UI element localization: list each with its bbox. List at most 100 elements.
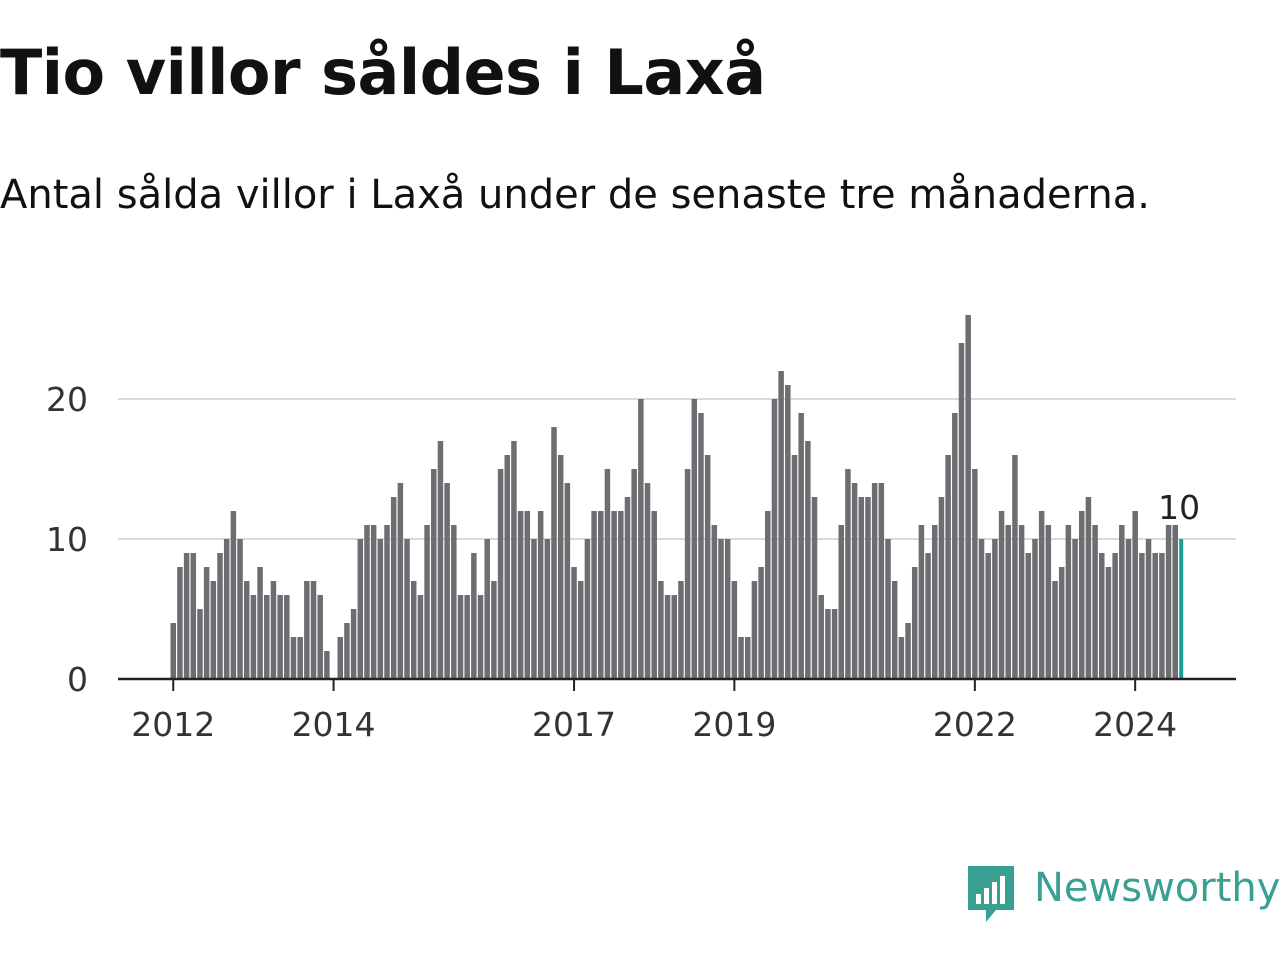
bar [444, 483, 450, 679]
newsworthy-logo: Newsworthy [964, 862, 1280, 928]
bar [751, 581, 758, 679]
bar [390, 497, 397, 679]
bar [497, 469, 504, 679]
bar [818, 595, 824, 679]
x-tick-label: 2014 [292, 705, 376, 744]
bar [243, 581, 250, 679]
bar [537, 511, 544, 679]
bar [611, 511, 617, 679]
bar [377, 539, 384, 679]
bar [551, 427, 557, 679]
bar [183, 553, 190, 679]
bar [972, 469, 978, 679]
bar [618, 511, 624, 679]
bar [918, 525, 925, 679]
bar [591, 511, 597, 679]
bar [284, 595, 290, 679]
bar [845, 469, 851, 679]
bar [1165, 525, 1172, 679]
bar [277, 595, 283, 679]
bar [992, 539, 998, 679]
bar [584, 539, 591, 679]
bar [778, 371, 784, 679]
bar [1052, 581, 1058, 679]
bar [598, 511, 604, 679]
bar [704, 455, 711, 679]
bar [203, 567, 210, 679]
bar [958, 343, 965, 679]
bar [177, 567, 183, 679]
bar [217, 553, 223, 679]
bar [624, 497, 631, 679]
bar [985, 553, 991, 679]
bar [577, 581, 584, 679]
latest-value-label: 10 [1158, 488, 1200, 527]
bar [1092, 525, 1098, 679]
x-axis-ticks: 2012 2014 2017 2019 2022 2024 [131, 679, 1177, 744]
bar [504, 455, 510, 679]
bar [771, 399, 778, 679]
bar [684, 469, 691, 679]
bar [257, 567, 263, 679]
bars [170, 315, 1184, 679]
bar [484, 539, 490, 679]
bar [805, 441, 811, 679]
bar [317, 595, 323, 679]
bar [1012, 455, 1018, 679]
bar [932, 525, 938, 679]
bar [891, 581, 898, 679]
bar [517, 511, 524, 679]
bar [210, 581, 217, 679]
bar [410, 581, 417, 679]
bar [765, 511, 771, 679]
bar [264, 595, 270, 679]
chart-subtitle: Antal sålda villor i Laxå under de senas… [0, 172, 1150, 218]
bar [190, 553, 197, 679]
bar [397, 483, 404, 679]
bar [785, 385, 791, 679]
data-labels: 10 [1158, 488, 1200, 527]
bar [658, 581, 664, 679]
bar [464, 595, 470, 679]
bar [471, 553, 477, 679]
x-tick-label: 2017 [532, 705, 616, 744]
bar [738, 637, 744, 679]
highlight-bar [1179, 539, 1184, 679]
bar [417, 595, 424, 679]
bar [1058, 567, 1065, 679]
bar [511, 441, 517, 679]
bar [911, 567, 918, 679]
bar [791, 455, 798, 679]
bar [1085, 497, 1092, 679]
bar-chart: 2012 2014 2017 2019 2022 2024 0 10 20 10 [46, 315, 1236, 744]
y-tick-label: 0 [67, 660, 88, 699]
bar [631, 469, 637, 679]
bar [557, 455, 564, 679]
bar [1112, 553, 1118, 679]
bar [998, 511, 1005, 679]
bar [170, 623, 176, 679]
bar [711, 525, 718, 679]
bar [250, 595, 257, 679]
chart-title: Tio villor såldes i Laxå [0, 36, 766, 109]
bar [671, 595, 677, 679]
bar [437, 441, 444, 679]
bar [1139, 553, 1145, 679]
bar [290, 637, 297, 679]
bar [1159, 553, 1165, 679]
bar [831, 609, 838, 679]
bar [1105, 567, 1112, 679]
bar [197, 609, 203, 679]
bar [230, 511, 237, 679]
gridlines [118, 398, 1236, 540]
bar [925, 553, 931, 679]
bar [878, 483, 885, 679]
bar [324, 651, 330, 679]
y-tick-label: 10 [46, 520, 88, 559]
bar [644, 483, 651, 679]
bar [370, 525, 377, 679]
bar [337, 637, 343, 679]
brand-name: Newsworthy [1034, 865, 1280, 911]
bar [898, 637, 905, 679]
bar [811, 497, 818, 679]
